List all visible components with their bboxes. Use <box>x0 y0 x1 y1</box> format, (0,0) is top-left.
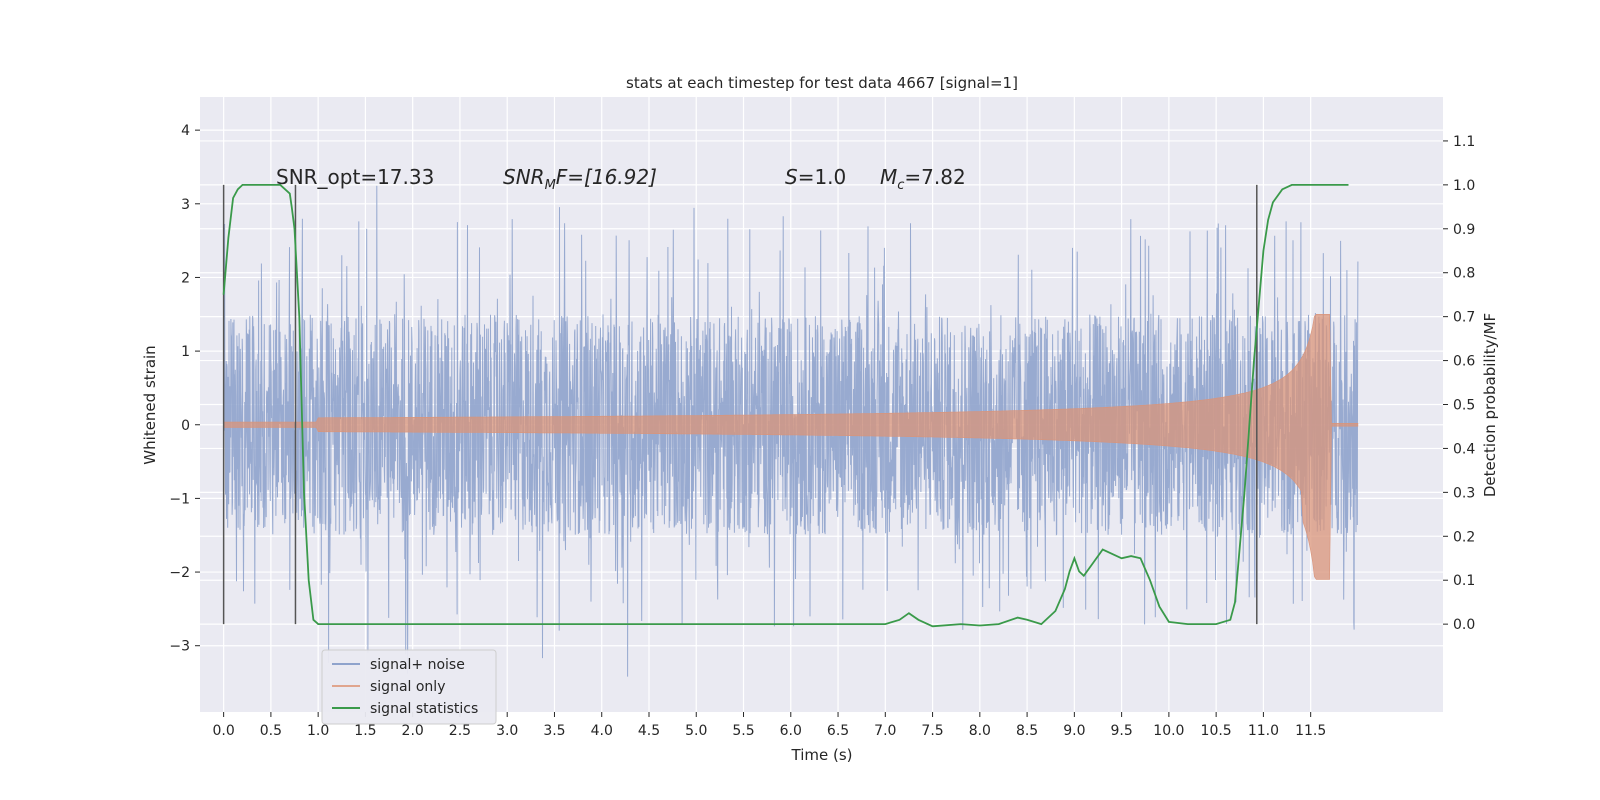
x-tick-label: 9.0 <box>1063 723 1085 739</box>
series-signal-statistics <box>222 184 1349 628</box>
x-axis-ticks: 0.0 0.5 1.0 1.5 2.0 2.5 3.0 3.5 4.0 4.5 5.0 5.5 6.0 6… <box>212 712 1326 739</box>
s-label: S <box>785 165 798 189</box>
y2-tick-label: 0.6 <box>1453 354 1475 370</box>
annotation-mc: Mc=7.82 <box>880 165 966 193</box>
y2-tick-label: 0.5 <box>1453 398 1475 414</box>
legend-label-signal-only: signal only <box>370 679 445 695</box>
y2-tick-label: 0.3 <box>1453 485 1475 501</box>
x-tick-label: 11.5 <box>1295 723 1326 739</box>
x-tick-label: 10.0 <box>1153 723 1184 739</box>
annotation-s: S=1.0 <box>785 165 846 189</box>
x-tick-label: 9.5 <box>1110 723 1132 739</box>
x-axis-label: Time (s) <box>791 746 853 764</box>
series-signal-only <box>223 314 1359 580</box>
annotation-snr-mf: SNRMF=[16.92] <box>503 165 657 193</box>
x-tick-label: 1.5 <box>354 723 376 739</box>
y-tick-label: 1 <box>181 344 190 360</box>
y2-axis-ticks: 1.1 1.0 0.9 0.8 0.7 0.6 0.5 0.4 0.3 0.2 0.1 0.0 <box>1443 134 1475 633</box>
snr-mf-label: SNR <box>503 165 545 189</box>
legend-label-signal-statistics: signal statistics <box>370 701 478 717</box>
snr-mf-sub: M <box>545 178 556 193</box>
mc-label: M <box>880 165 897 189</box>
y-tick-label: −2 <box>169 565 190 581</box>
y-tick-label: 0 <box>181 418 190 434</box>
x-tick-label: 3.5 <box>543 723 565 739</box>
annotation-snr-opt: SNR_opt=17.33 <box>276 165 434 189</box>
y2-tick-label: 1.1 <box>1453 134 1475 150</box>
x-tick-label: 5.5 <box>732 723 754 739</box>
y2-tick-label: 0.1 <box>1453 573 1475 589</box>
x-tick-label: 3.0 <box>496 723 518 739</box>
signal-only-line <box>223 314 1359 580</box>
x-tick-label: 4.5 <box>638 723 660 739</box>
x-tick-label: 6.5 <box>827 723 849 739</box>
y2-tick-label: 0.2 <box>1453 529 1475 545</box>
x-tick-label: 2.0 <box>402 723 424 739</box>
y-tick-label: 3 <box>181 197 190 213</box>
x-tick-label: 5.0 <box>685 723 707 739</box>
x-tick-label: 1.0 <box>307 723 329 739</box>
x-tick-label: 10.5 <box>1201 723 1232 739</box>
y-tick-label: −3 <box>169 639 190 655</box>
x-tick-label: 2.5 <box>449 723 471 739</box>
x-tick-label: 11.0 <box>1248 723 1279 739</box>
snr-mf-value: F=[16.92] <box>556 165 657 189</box>
legend-box <box>321 649 497 725</box>
y2-tick-label: 1.0 <box>1453 178 1475 194</box>
signal-statistics-line <box>222 184 1349 628</box>
x-tick-label: 0.0 <box>212 723 234 739</box>
y2-tick-label: 0.4 <box>1453 441 1475 457</box>
y2-tick-label: 0.7 <box>1453 310 1475 326</box>
y-axis-label: Whitened strain <box>141 345 159 464</box>
legend: signal+ noise signal only signal statist… <box>321 649 497 725</box>
mc-sub: c <box>897 178 904 193</box>
x-tick-label: 7.5 <box>921 723 943 739</box>
x-tick-label: 7.0 <box>874 723 896 739</box>
s-value: =1.0 <box>798 165 847 189</box>
x-tick-label: 0.5 <box>260 723 282 739</box>
legend-label-signal-noise: signal+ noise <box>370 657 465 673</box>
mc-value: =7.82 <box>904 165 965 189</box>
chart-title: stats at each timestep for test data 466… <box>626 74 1018 92</box>
y-tick-label: 4 <box>181 123 190 139</box>
x-tick-label: 8.0 <box>969 723 991 739</box>
y-axis-ticks: 4 3 2 1 0 −1 −2 −3 <box>169 123 200 655</box>
x-tick-label: 8.5 <box>1016 723 1038 739</box>
x-tick-label: 6.0 <box>780 723 802 739</box>
y-tick-label: 2 <box>181 270 190 286</box>
y2-tick-label: 0.9 <box>1453 222 1475 238</box>
y2-tick-label: 0.0 <box>1453 617 1475 633</box>
y2-tick-label: 0.8 <box>1453 266 1475 282</box>
x-tick-label: 4.0 <box>591 723 613 739</box>
y2-axis-label: Detection probability/MF <box>1481 313 1499 497</box>
y-tick-label: −1 <box>169 491 190 507</box>
